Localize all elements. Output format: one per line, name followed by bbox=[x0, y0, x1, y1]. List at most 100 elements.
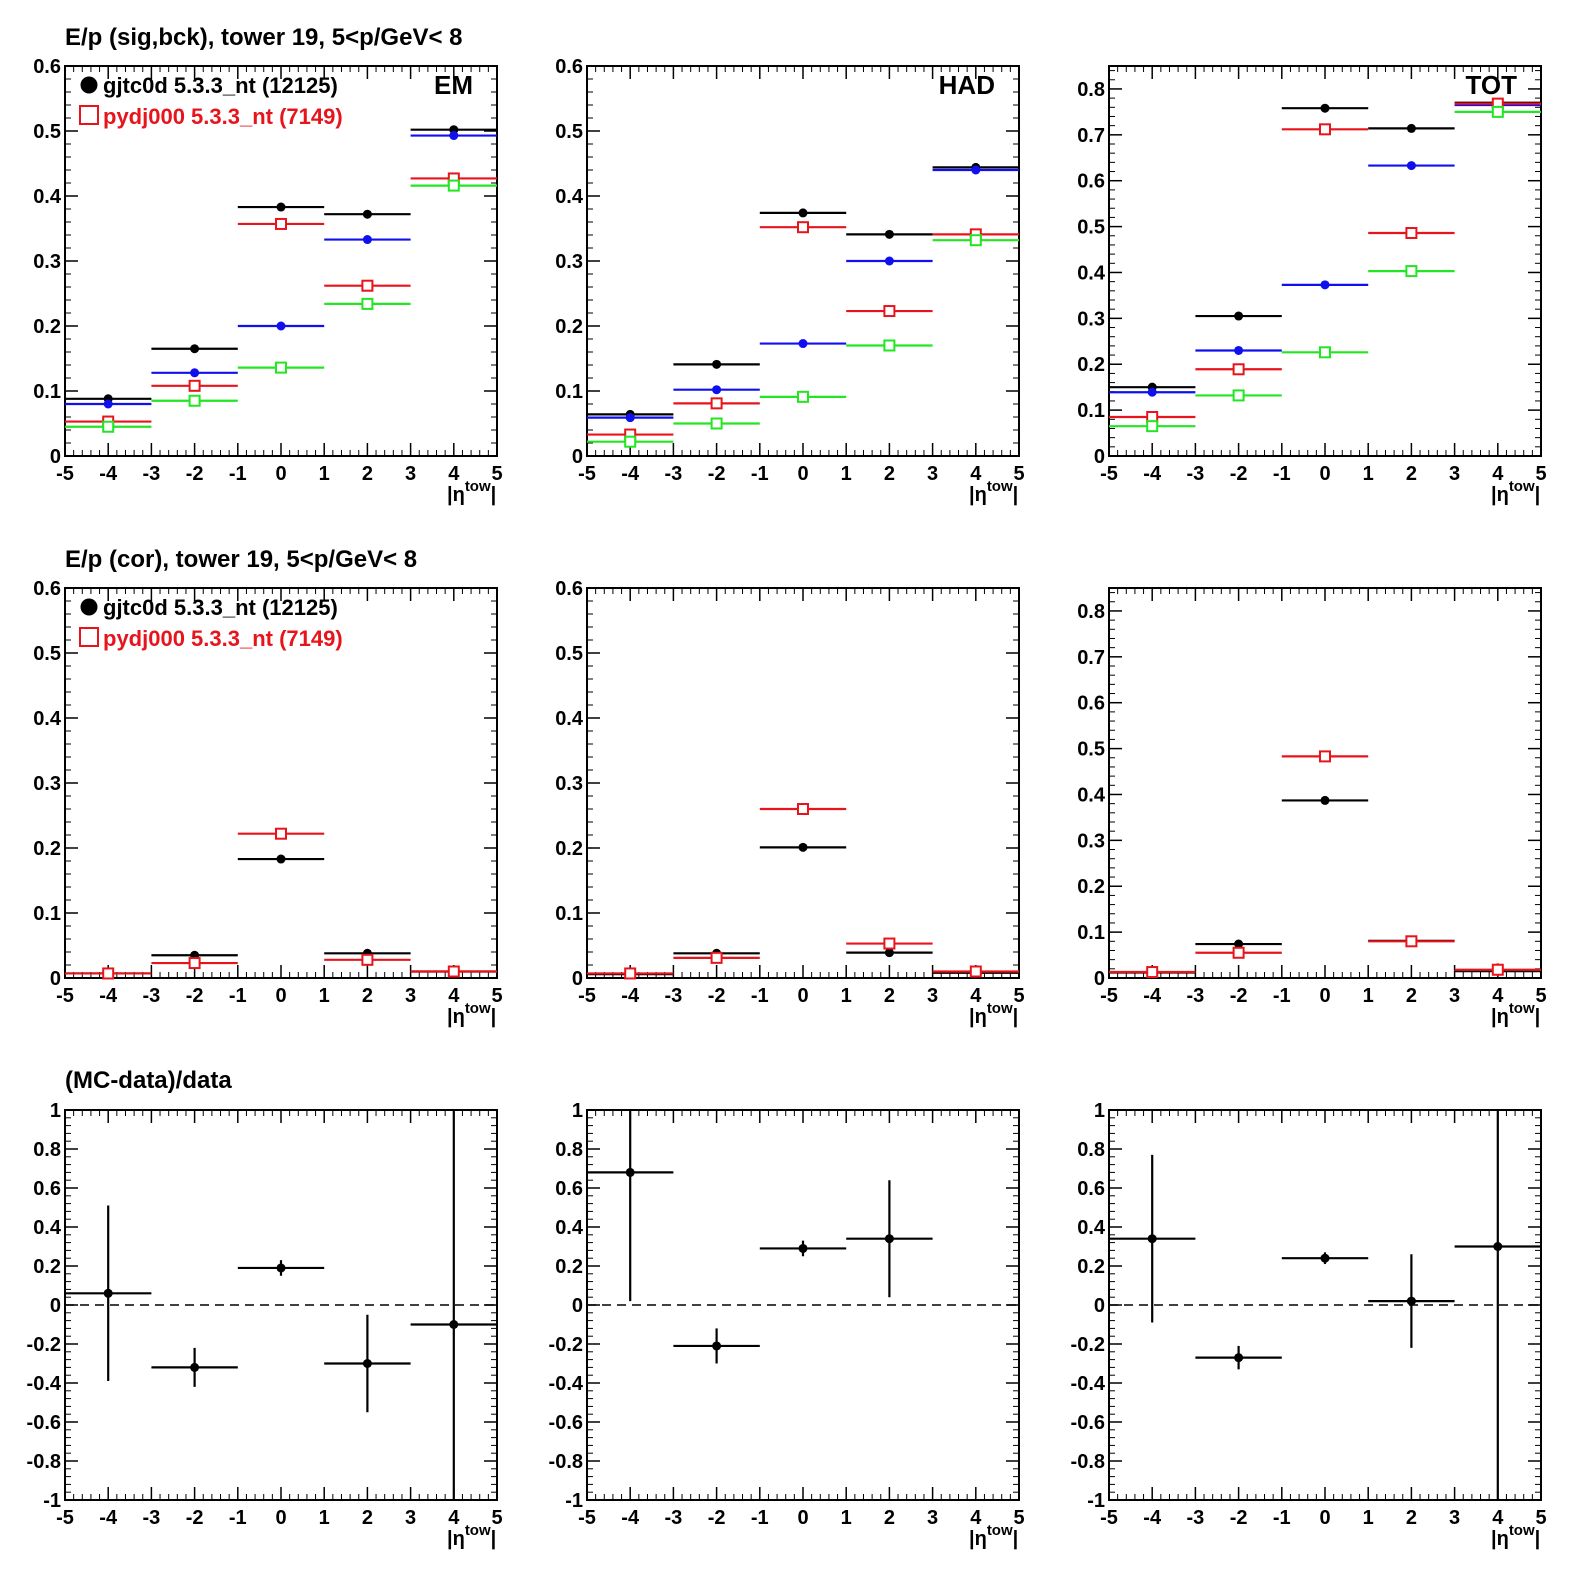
data-point bbox=[190, 344, 200, 354]
x-tick-label: -4 bbox=[621, 463, 640, 485]
y-tick-label: 0.3 bbox=[1077, 308, 1105, 330]
data-point bbox=[798, 842, 808, 852]
x-tick-label: 3 bbox=[1449, 463, 1460, 485]
data-point bbox=[447, 179, 460, 192]
y-tick-label: 0.2 bbox=[33, 1256, 61, 1278]
series-data bbox=[65, 1110, 497, 1500]
row-title-1: E/p (sig,bck), tower 19, 5<p/GeV< 8 bbox=[65, 24, 462, 51]
y-tick-label: -0.2 bbox=[549, 1334, 583, 1356]
x-tick-label: -4 bbox=[99, 1507, 118, 1529]
data-point bbox=[1320, 280, 1330, 290]
x-tick-label: 2 bbox=[1406, 463, 1417, 485]
series-data bbox=[587, 842, 1019, 979]
y-tick-label: -1 bbox=[1087, 1490, 1105, 1512]
plot-frame bbox=[586, 587, 1020, 979]
x-tick-label: 1 bbox=[319, 1507, 330, 1529]
y-tick-label: 0.6 bbox=[555, 56, 583, 78]
x-tick-label: -2 bbox=[708, 985, 726, 1007]
y-tick-label: 0.7 bbox=[1077, 125, 1105, 147]
series-data bbox=[587, 1110, 933, 1364]
data-point bbox=[361, 953, 374, 966]
x-tick-label: 4 bbox=[970, 985, 982, 1007]
x-tick-label: -5 bbox=[578, 985, 596, 1007]
y-tick-label: 0.3 bbox=[33, 773, 61, 795]
data-point bbox=[1320, 795, 1330, 805]
data-point bbox=[188, 394, 201, 407]
x-tick-label: 1 bbox=[841, 1507, 852, 1529]
x-tick-label: -5 bbox=[578, 463, 596, 485]
data-point bbox=[710, 397, 723, 410]
x-tick-label: -3 bbox=[1187, 985, 1205, 1007]
x-tick-label: -4 bbox=[621, 985, 640, 1007]
series-mc bbox=[587, 803, 1019, 980]
y-tick-label: 1 bbox=[1094, 1100, 1105, 1122]
series-data bbox=[65, 854, 497, 978]
x-tick-label: 4 bbox=[970, 1507, 982, 1529]
y-tick-label: -0.4 bbox=[549, 1373, 584, 1395]
x-tick-label: -3 bbox=[143, 1507, 161, 1529]
legend: gjtc0d 5.3.3_nt (12125) pydj000 5.3.3_nt … bbox=[79, 595, 343, 651]
x-tick-label: 1 bbox=[841, 463, 852, 485]
y-tick-label: 0.8 bbox=[33, 1139, 61, 1161]
x-tick-label: -3 bbox=[665, 985, 683, 1007]
x-tick-label: -5 bbox=[1100, 1507, 1118, 1529]
y-tick-label: 0.2 bbox=[555, 316, 583, 338]
x-tick-label: 3 bbox=[405, 985, 416, 1007]
legend-mc-label: pydj000 5.3.3_nt (7149) bbox=[103, 104, 343, 129]
data-point bbox=[275, 361, 287, 374]
y-tick-label: -0.8 bbox=[1071, 1451, 1105, 1473]
row-title-2: E/p (cor), tower 19, 5<p/GeV< 8 bbox=[65, 546, 417, 573]
x-tick-label: -2 bbox=[186, 1507, 204, 1529]
data-point bbox=[103, 399, 113, 409]
data-point bbox=[361, 279, 374, 292]
data-point bbox=[1493, 1242, 1503, 1251]
y-tick-label: 0.2 bbox=[33, 838, 61, 860]
data-point bbox=[712, 359, 722, 369]
y-tick-label: 0 bbox=[50, 1295, 61, 1317]
x-tick-label: -5 bbox=[56, 463, 74, 485]
x-tick-label: -1 bbox=[229, 985, 247, 1007]
x-tick-label: 3 bbox=[405, 463, 416, 485]
x-tick-label: -1 bbox=[1273, 985, 1291, 1007]
data-point bbox=[797, 390, 809, 403]
data-point bbox=[102, 967, 115, 980]
data-point bbox=[1234, 311, 1244, 321]
data-point bbox=[1234, 939, 1244, 949]
x-tick-label: -2 bbox=[708, 1507, 726, 1529]
y-tick-label: -0.6 bbox=[27, 1412, 61, 1434]
x-tick-label: -4 bbox=[1143, 985, 1162, 1007]
x-tick-label: 5 bbox=[1535, 985, 1546, 1007]
panel-1: -5 -4 -3 -2 -1 0 1 2 3 4 5|ηtow| 0 0.1 0.2 0.3 0.4 0.5 0.… bbox=[33, 56, 502, 506]
x-axis-label: |ηtow| bbox=[447, 1000, 496, 1028]
y-tick-label: 0.4 bbox=[1077, 1217, 1106, 1239]
x-tick-label: 2 bbox=[884, 463, 895, 485]
data-point bbox=[276, 1263, 286, 1273]
x-tick-label: -1 bbox=[229, 1507, 247, 1529]
x-tick-label: 2 bbox=[1406, 985, 1417, 1007]
x-tick-label: 3 bbox=[1449, 985, 1460, 1007]
y-tick-label: -0.4 bbox=[27, 1373, 62, 1395]
x-tick-label: 4 bbox=[448, 1507, 460, 1529]
y-tick-label: 0.7 bbox=[1077, 647, 1105, 669]
data-point bbox=[1146, 966, 1159, 979]
legend-mc-label: pydj000 5.3.3_nt (7149) bbox=[103, 626, 343, 651]
x-axis-label: |ηtow| bbox=[969, 478, 1018, 506]
y-tick-label: 0.3 bbox=[555, 251, 583, 273]
panel-3: -5 -4 -3 -2 -1 0 1 2 3 4 5|ηtow| 0 0.1 0.2 0.3 0.4 0.5 0.… bbox=[1077, 65, 1547, 506]
x-tick-label: 4 bbox=[448, 985, 460, 1007]
y-tick-label: 0.4 bbox=[555, 708, 584, 730]
data-point bbox=[1232, 363, 1245, 376]
data-point bbox=[797, 221, 809, 234]
y-tick-label: -0.6 bbox=[549, 1412, 583, 1434]
y-tick-label: 0.6 bbox=[33, 578, 61, 600]
data-point bbox=[1319, 346, 1331, 359]
x-tick-label: -1 bbox=[229, 463, 247, 485]
x-tick-label: 4 bbox=[1492, 985, 1504, 1007]
x-tick-label: -3 bbox=[665, 463, 683, 485]
data-point bbox=[1491, 963, 1504, 976]
data-point bbox=[710, 417, 723, 430]
series-data bbox=[1109, 795, 1541, 977]
y-tick-label: 0.6 bbox=[555, 1178, 583, 1200]
panel-tag: HAD bbox=[939, 70, 995, 100]
